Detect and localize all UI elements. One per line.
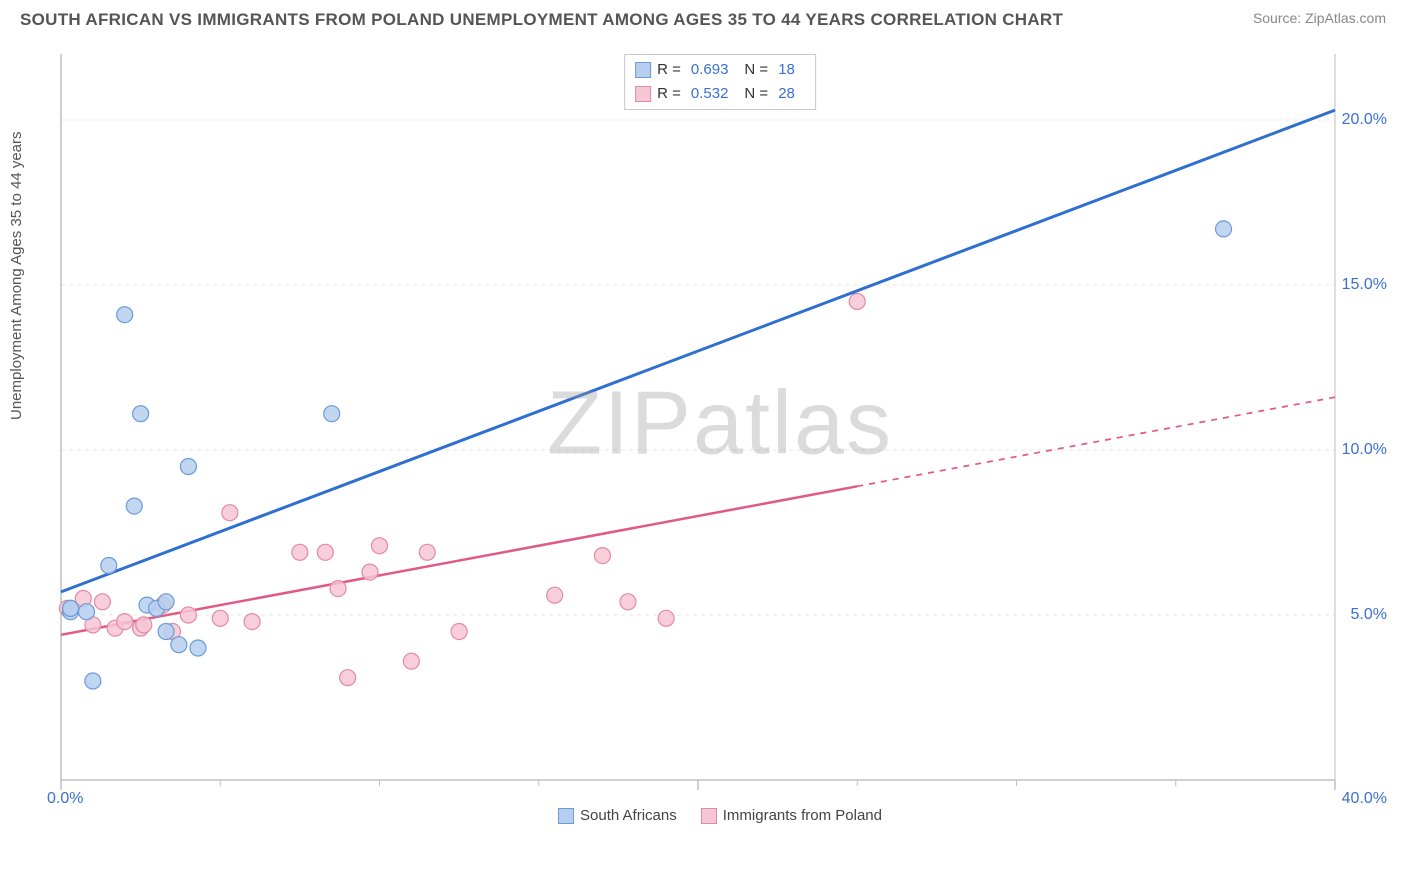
- r-label: R =: [657, 82, 681, 106]
- y-tick-label: 15.0%: [1342, 276, 1387, 294]
- n-label: N =: [744, 58, 768, 82]
- source-label: Source: ZipAtlas.com: [1253, 10, 1386, 26]
- y-tick-label: 10.0%: [1342, 441, 1387, 459]
- swatch-sa-icon: [558, 808, 574, 824]
- swatch-pl: [635, 86, 651, 102]
- chart-title: SOUTH AFRICAN VS IMMIGRANTS FROM POLAND …: [20, 10, 1063, 30]
- r-label: R =: [657, 58, 681, 82]
- chart-area: ZIPatlas R = 0.693 N = 18 R = 0.532 N = …: [55, 50, 1385, 830]
- swatch-sa: [635, 62, 651, 78]
- legend-correlation: R = 0.693 N = 18 R = 0.532 N = 28: [624, 54, 816, 110]
- n-value-pl: 28: [778, 82, 795, 106]
- y-tick-label: 5.0%: [1351, 606, 1387, 624]
- legend-item-sa: South Africans: [558, 807, 677, 824]
- r-value-pl: 0.532: [691, 82, 729, 106]
- legend-row-pl: R = 0.532 N = 28: [635, 82, 805, 106]
- legend-series: South Africans Immigrants from Poland: [558, 807, 882, 824]
- y-tick-label: 20.0%: [1342, 111, 1387, 129]
- swatch-pl-icon: [701, 808, 717, 824]
- legend-label-sa: South Africans: [580, 807, 677, 824]
- scatter-plot: [55, 50, 1385, 830]
- n-label: N =: [744, 82, 768, 106]
- legend-label-pl: Immigrants from Poland: [723, 807, 882, 824]
- y-axis-label: Unemployment Among Ages 35 to 44 years: [8, 131, 25, 420]
- x-tick-max: 40.0%: [1342, 790, 1387, 808]
- x-tick-min: 0.0%: [47, 790, 83, 808]
- n-value-sa: 18: [778, 58, 795, 82]
- legend-item-pl: Immigrants from Poland: [701, 807, 882, 824]
- r-value-sa: 0.693: [691, 58, 729, 82]
- legend-row-sa: R = 0.693 N = 18: [635, 58, 805, 82]
